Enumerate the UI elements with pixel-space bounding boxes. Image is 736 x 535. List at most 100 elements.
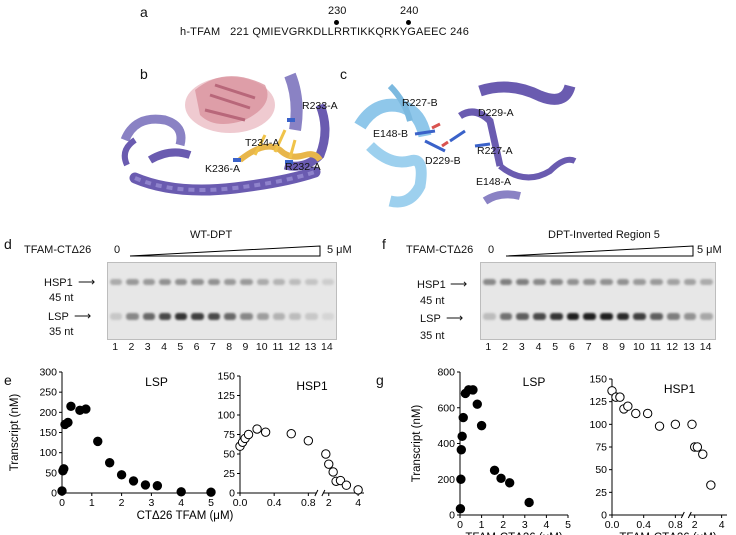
- y-tick-label: 25: [223, 468, 235, 480]
- y-tick-label: 50: [595, 464, 607, 476]
- y-tick-label: 150: [217, 371, 235, 383]
- x-axis-label: TFAM-CTΔ26 (μM): [619, 532, 717, 535]
- label-K236-A: K236-A: [205, 163, 241, 175]
- lsp-band: [666, 313, 680, 320]
- y-tick-label: 100: [589, 419, 607, 431]
- data-point: [353, 485, 363, 495]
- x-tick-label: 0: [457, 519, 463, 531]
- structure-c-image: [354, 81, 577, 208]
- x-tick-label: 4: [543, 519, 549, 531]
- hsp1-band: [305, 279, 318, 285]
- data-point: [455, 504, 466, 514]
- f-lsp-arrow: ⟶: [446, 311, 464, 325]
- panel-d-letter: d: [4, 236, 12, 252]
- data-point: [81, 404, 91, 414]
- data-point: [456, 474, 466, 484]
- axis-break-mark: [321, 489, 326, 497]
- f-lsp-size: 35 nt: [420, 330, 445, 342]
- data-point: [496, 473, 506, 484]
- data-point: [104, 458, 115, 468]
- hsp1-band: [566, 279, 580, 285]
- lane-number: 10: [255, 341, 268, 353]
- sequence-residues: QMIEVGRKDLLRRTIKKQRKYGAEEC: [252, 26, 447, 38]
- y-axis-label: Transcript (nM): [411, 405, 423, 483]
- label-D229-A: D229-A: [478, 107, 514, 119]
- lane-number: 3: [144, 341, 151, 353]
- x-tick-label: 0.8: [301, 497, 316, 509]
- d-template-label: WT-DPT: [190, 229, 233, 241]
- panel-g-letter: g: [376, 372, 384, 388]
- y-tick-label: 125: [589, 396, 607, 408]
- lsp-band: [109, 313, 123, 320]
- y-tick-label: 0: [449, 510, 455, 522]
- x-tick-label: 4: [355, 497, 361, 509]
- d-lsp-arrow: ⟶: [74, 309, 92, 323]
- lane-number: 2: [128, 341, 135, 353]
- panel-e-letter: e: [4, 372, 12, 388]
- y-axis-label: Transcript (nM): [9, 394, 21, 472]
- hsp1-band: [650, 279, 663, 285]
- lane-number: 2: [502, 341, 508, 353]
- x-tick-label: 5: [565, 519, 571, 531]
- f-hsp1-label: HSP1: [417, 279, 446, 291]
- data-point: [458, 412, 468, 423]
- data-point: [321, 449, 331, 459]
- lane-number: 12: [288, 341, 301, 353]
- f-zero-label: 0: [488, 244, 495, 256]
- lsp-band: [483, 313, 496, 320]
- y-tick-label: 75: [595, 442, 607, 454]
- hsp1-band: [256, 279, 269, 285]
- lane-number: 9: [242, 341, 249, 353]
- data-point: [687, 419, 697, 430]
- d-hsp1-size: 45 nt: [49, 292, 74, 304]
- lane-number: 1: [112, 341, 119, 353]
- lane-number: 13: [304, 341, 317, 353]
- f-max-conc-label: 5 μM: [697, 244, 722, 256]
- data-point: [286, 429, 296, 439]
- axis-break-mark: [687, 511, 692, 519]
- y-tick-label: 150: [589, 374, 607, 386]
- hsp1-band: [616, 279, 630, 285]
- lsp-band: [272, 313, 286, 320]
- lsp-band: [256, 313, 269, 320]
- x-axis-label: TFAM-CTΔ26 (μM): [465, 532, 563, 535]
- x-tick-label: 4: [719, 519, 725, 531]
- lane-number: 8: [226, 341, 233, 353]
- lane-number: 10: [632, 341, 645, 353]
- lsp-band: [305, 313, 318, 320]
- x-tick-label: 3: [148, 497, 154, 509]
- lsp-band: [683, 313, 697, 320]
- f-gradient-wedge: [505, 245, 694, 257]
- f-lsp-label: LSP: [420, 313, 441, 325]
- f-hsp1-arrow: ⟶: [450, 277, 468, 291]
- chart-title: LSP: [145, 375, 168, 389]
- d-zero-label: 0: [114, 244, 121, 256]
- lane-number: 14: [699, 341, 712, 353]
- y-tick-label: 75: [223, 429, 235, 441]
- hsp1-band: [191, 279, 204, 285]
- hsp1-band: [158, 279, 172, 285]
- y-tick-label: 200: [39, 407, 57, 419]
- sequence-end: 246: [450, 26, 470, 38]
- f-lane-numbers: 1 2 3 4 5 6 7 8 9 10 11 12 13 14: [480, 341, 714, 355]
- y-tick-label: 400: [437, 438, 455, 450]
- panel-c-letter: c: [340, 66, 347, 82]
- data-point: [260, 427, 271, 437]
- label-E148-B: E148-B: [373, 128, 409, 140]
- chart-title: HSP1: [296, 379, 328, 393]
- data-point: [654, 421, 665, 431]
- data-point: [128, 476, 139, 486]
- data-point: [152, 481, 163, 491]
- hsp1-band: [483, 279, 496, 285]
- y-tick-label: 125: [217, 390, 235, 402]
- x-tick-label: 4: [178, 497, 184, 509]
- lane-number: 12: [666, 341, 679, 353]
- lsp-band: [240, 313, 253, 320]
- gel-d-image: [107, 262, 337, 340]
- hsp1-band: [207, 279, 221, 285]
- x-tick-label: 2: [692, 519, 698, 531]
- data-point: [706, 480, 716, 490]
- data-point: [59, 464, 69, 474]
- hsp1-band: [666, 279, 680, 285]
- x-tick-label: 1: [479, 519, 485, 531]
